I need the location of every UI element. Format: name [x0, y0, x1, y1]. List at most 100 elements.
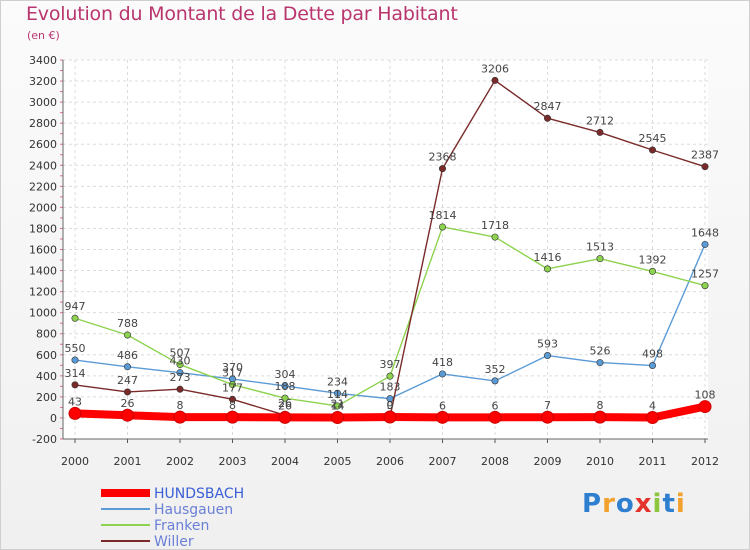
data-label-hausgauen: 418 [432, 356, 453, 369]
data-point-hausgauen [543, 352, 551, 360]
data-point-hausgauen [491, 377, 499, 385]
data-point-hausgauen [596, 359, 604, 367]
data-point-hundsbach [278, 410, 292, 424]
data-label-hundsbach: 43 [68, 395, 82, 408]
data-label-willer: 2847 [534, 100, 562, 113]
logo-letter: i [652, 489, 663, 519]
data-point-hausgauen [648, 362, 656, 370]
legend-label-willer: Willer [154, 534, 194, 550]
data-label-hausgauen: 183 [380, 381, 401, 394]
data-point-hundsbach [436, 410, 449, 424]
y-tick-label: 2200 [29, 180, 57, 193]
data-point-hundsbach [226, 410, 239, 424]
data-label-franken: 1513 [586, 241, 614, 254]
data-label-franken: 1416 [534, 251, 562, 264]
data-label-hundsbach: 7 [544, 399, 551, 412]
x-tick-label: 2007 [429, 455, 457, 468]
data-point-franken [438, 223, 446, 231]
data-label-hausgauen: 304 [275, 368, 296, 381]
data-point-franken [543, 265, 551, 273]
data-label-hundsbach: 9 [387, 399, 394, 412]
legend-label-hausgauen: Hausgauen [154, 502, 233, 518]
data-label-willer: 177 [222, 381, 243, 394]
data-point-hausgauen [71, 356, 79, 364]
y-tick-label: 800 [36, 328, 57, 341]
y-tick-label: 3400 [29, 54, 57, 67]
plot-area [63, 60, 708, 439]
data-label-hausgauen: 526 [590, 345, 611, 358]
data-point-hundsbach [173, 410, 187, 424]
x-tick-label: 2001 [114, 455, 142, 468]
data-point-willer [491, 76, 499, 84]
data-label-hundsbach: 8 [177, 399, 184, 412]
x-tick-label: 2006 [376, 455, 404, 468]
data-label-hausgauen: 486 [117, 349, 138, 362]
data-label-hundsbach: 6 [439, 399, 446, 412]
logo-letter: i [675, 489, 686, 519]
x-tick-label: 2000 [61, 455, 89, 468]
data-point-hundsbach [121, 408, 134, 422]
data-point-willer [543, 114, 551, 122]
y-tick-label: 1200 [29, 286, 57, 299]
data-point-hundsbach [698, 400, 712, 414]
x-tick-label: 2004 [271, 455, 299, 468]
data-label-willer: 2387 [691, 149, 719, 162]
data-label-franken: 507 [170, 347, 191, 360]
data-point-hundsbach [68, 406, 82, 420]
y-tick-label: -200 [32, 433, 57, 446]
data-point-hundsbach [646, 411, 659, 425]
logo-letter: r [602, 489, 616, 519]
data-label-hausgauen: 352 [485, 363, 506, 376]
data-label-franken: 1257 [691, 268, 719, 281]
legend-label-franken: Franken [154, 518, 209, 534]
data-point-hausgauen [701, 240, 709, 248]
data-label-hundsbach: 6 [492, 399, 499, 412]
data-point-hundsbach [541, 410, 554, 424]
data-label-hausgauen: 370 [222, 361, 243, 374]
x-tick-label: 2002 [166, 455, 194, 468]
data-label-franken: 947 [65, 300, 86, 313]
data-label-franken: 788 [117, 317, 138, 330]
y-tick-label: 3200 [29, 75, 57, 88]
data-label-hausgauen: 234 [327, 375, 348, 388]
data-label-franken: 1392 [639, 253, 667, 266]
data-label-willer: 21 [331, 398, 345, 411]
data-label-layer: 43 26 8 8 26 14 9 6 6 7 8 4 108 550 486 430 370 304 234 183… [65, 62, 720, 412]
data-label-hundsbach: 14 [331, 400, 345, 413]
data-point-hausgauen [281, 382, 289, 390]
data-label-franken: 114 [327, 388, 348, 401]
x-tick-label: 2012 [691, 455, 719, 468]
data-point-hundsbach [383, 410, 397, 424]
series-layer [68, 76, 712, 425]
y-tick-label: 1000 [29, 307, 57, 320]
data-label-hausgauen: 430 [170, 355, 191, 368]
data-label-willer: 273 [170, 371, 191, 384]
data-point-franken [176, 361, 184, 369]
data-point-hundsbach [331, 411, 344, 425]
data-point-willer [596, 128, 604, 136]
data-label-hausgauen: 593 [537, 338, 558, 351]
y-tick-label: 1800 [29, 222, 57, 235]
y-tick-label: 3000 [29, 96, 57, 109]
data-point-willer [229, 395, 237, 403]
data-label-willer: 314 [65, 367, 86, 380]
data-point-franken [281, 394, 289, 402]
data-point-willer [124, 388, 132, 396]
data-point-willer [701, 163, 709, 171]
data-label-willer: 3206 [481, 62, 509, 75]
y-tick-label: 2600 [29, 138, 57, 151]
data-label-willer: 2712 [586, 114, 614, 127]
legend-label-hundsbach: HUNDSBACH [154, 486, 244, 502]
data-label-franken: 188 [275, 380, 296, 393]
y-tick-label: 1400 [29, 265, 57, 278]
logo-letter: P [582, 489, 603, 519]
proxiti-logo: Proxiti [582, 489, 686, 519]
data-point-franken [386, 372, 394, 380]
data-label-willer: 2368 [429, 151, 457, 164]
axis-layer: -200 0 200 400 600 800 1000 1200 1400 1600 1800 200… [29, 54, 719, 468]
y-tick-label: 0 [50, 412, 57, 425]
data-label-franken: 1718 [481, 219, 509, 232]
data-label-franken: 317 [222, 367, 243, 380]
